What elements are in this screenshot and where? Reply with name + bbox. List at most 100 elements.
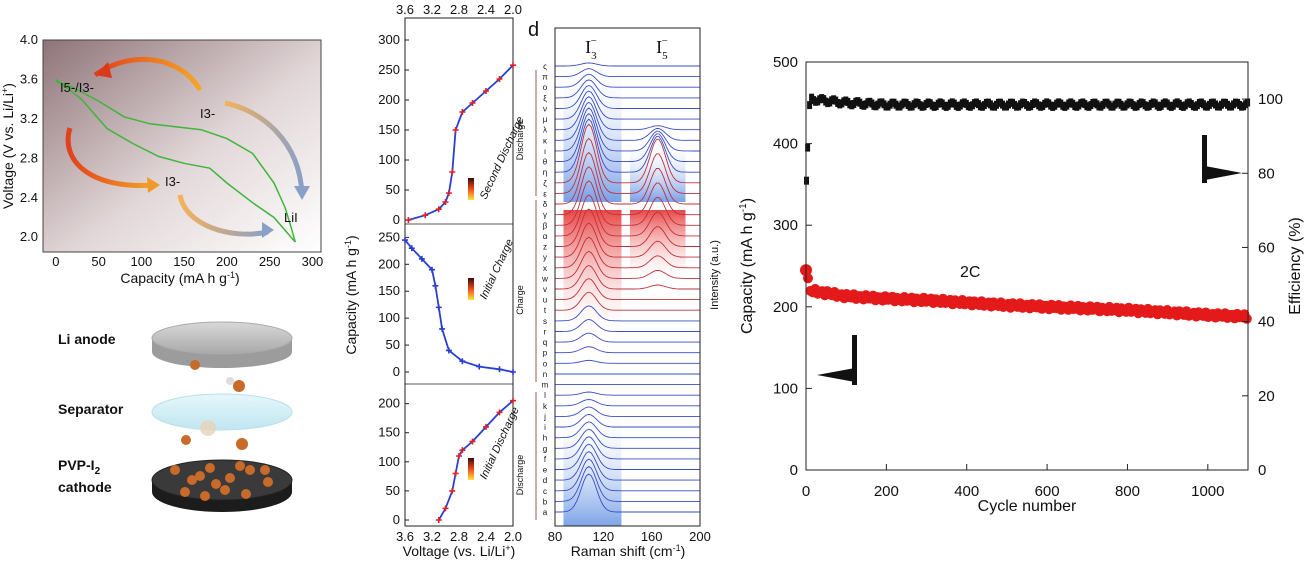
spectrum-line [555,436,700,460]
spectrum-line [555,413,700,428]
cathode-particle [220,485,230,495]
spectrum-line [555,451,700,481]
spectrum-label: δ [543,200,548,209]
species-labels: I5-/I3- I3- I3- LiI [60,80,298,225]
panel-label-d: d [528,19,539,41]
spectrum-line [555,112,700,163]
spectrum-label: v [543,285,547,294]
segment-curve [404,239,514,373]
data-point [456,453,462,459]
x-tick-label: 160 [641,529,663,544]
y-axis-right-label: Efficiency (%) [1287,217,1304,315]
spectrum-label: θ [543,158,548,167]
spectrum-label: η [543,168,547,177]
spectrum-label: β [543,221,548,230]
x-tick-label: 1000 [1191,483,1224,500]
spectrum-labels: abcdefghijklmnopqrstuvwxyzαβγδεζηθικλμνξ… [541,62,549,517]
li-anode-disc [151,321,293,368]
y-left-tick-label: 400 [773,136,798,153]
cathode-particle [263,477,273,487]
spectrum-label: w [541,274,548,283]
data-point [432,282,439,289]
x-tick-label: 250 [259,254,281,269]
battery-schematic: Li anode Separator PVP-I2 cathode [58,321,293,512]
x-axis-label: Voltage (vs. Li/Li+) [403,543,516,559]
y-left-tick-label: 0 [790,462,798,479]
efficiency-point [807,101,813,110]
y-tick-label: 150 [378,283,400,298]
y-tick-label: 100 [378,454,400,469]
spectrum-line [555,68,700,78]
y-tick-label: 50 [386,182,400,197]
data-point [476,363,483,370]
spectrum-label: t [544,306,547,315]
data-point [496,366,503,373]
species-label-i5-i3: I5-/I3- [60,80,94,95]
spectrum-line [555,473,700,513]
spectrum-label: γ [543,211,547,220]
cathode-label-line1: PVP-I2 [58,457,101,477]
voltage-curves [55,78,297,243]
x-tick-label: 0 [802,483,810,500]
plot-area [42,39,322,253]
cathode-disc [151,459,293,512]
data-point [435,304,442,311]
data-point [469,438,476,445]
spectrum-label: μ [543,115,548,124]
efficiency-point [805,143,811,152]
x-tick-label-bottom: 2.0 [504,529,522,544]
data-point [402,237,408,244]
x-tick-label: 80 [548,529,562,544]
arrow-left [65,127,156,189]
spectrum-line [555,278,700,301]
y-tick-label: 100 [378,152,400,167]
spectrum-label: x [543,264,547,273]
x-tick-label-top: 2.8 [450,2,468,17]
data-point [459,358,466,365]
spectrum-label: g [543,444,547,453]
y-axis-label: Intensity (a.u.) [709,240,721,310]
spectrum-label: λ [543,126,547,135]
rate-label: 2C [960,264,980,281]
redox-arrows [65,56,310,238]
y-tick-label: 150 [378,122,400,137]
y-right-tick-label: 40 [1258,314,1275,331]
y-right-tick-label: 80 [1258,165,1275,182]
data-point [510,369,516,375]
li-anode-label: Li anode [58,331,116,347]
raman-spectra [555,62,700,513]
spectrum-label: b [543,497,548,506]
arrow-right-head [294,186,310,200]
x-tick-labels: 80 120 160 200 [548,529,711,544]
spectrum-line [555,319,700,332]
spectrum-line [555,137,700,194]
spectrum-line [555,90,700,120]
data-point [405,217,412,223]
spectrum-line [555,107,700,152]
separator-disc [151,360,293,450]
arrow-right [224,100,305,196]
x-tick-label: 100 [131,254,153,269]
spectrum-line [555,222,700,258]
arrow-bottom-head [262,222,274,238]
voltage-capacity-chart: I5-/I3- I3- I3- LiI 0 50 100 150 200 250 300 2… [0,32,323,286]
y-tick-label: 50 [386,337,400,352]
spectrum-label: d [543,476,547,485]
x-axis-label: Cycle number [978,498,1077,515]
spectrum-line [555,332,700,343]
y-tick-labels: 2.0 2.4 2.8 3.2 3.6 4.0 [20,32,38,244]
x-tick-label-bottom: 3.6 [396,529,414,544]
y-tick-label: 3.6 [20,71,38,86]
color-gradient-bar [468,458,474,480]
spectrum-label: l [544,391,546,400]
spectrum-line [555,73,700,88]
band-i5-upper [629,140,686,202]
group-label: Discharge [515,120,525,161]
group-label: Discharge [515,455,525,496]
spectrum-label: n [543,370,547,379]
cathode-label-line2: cathode [58,479,112,495]
spectrum-label: a [543,508,548,517]
band-i3-middle [563,210,622,330]
spectrum-label: y [543,253,547,262]
y-tick-label: 2.0 [20,229,38,244]
